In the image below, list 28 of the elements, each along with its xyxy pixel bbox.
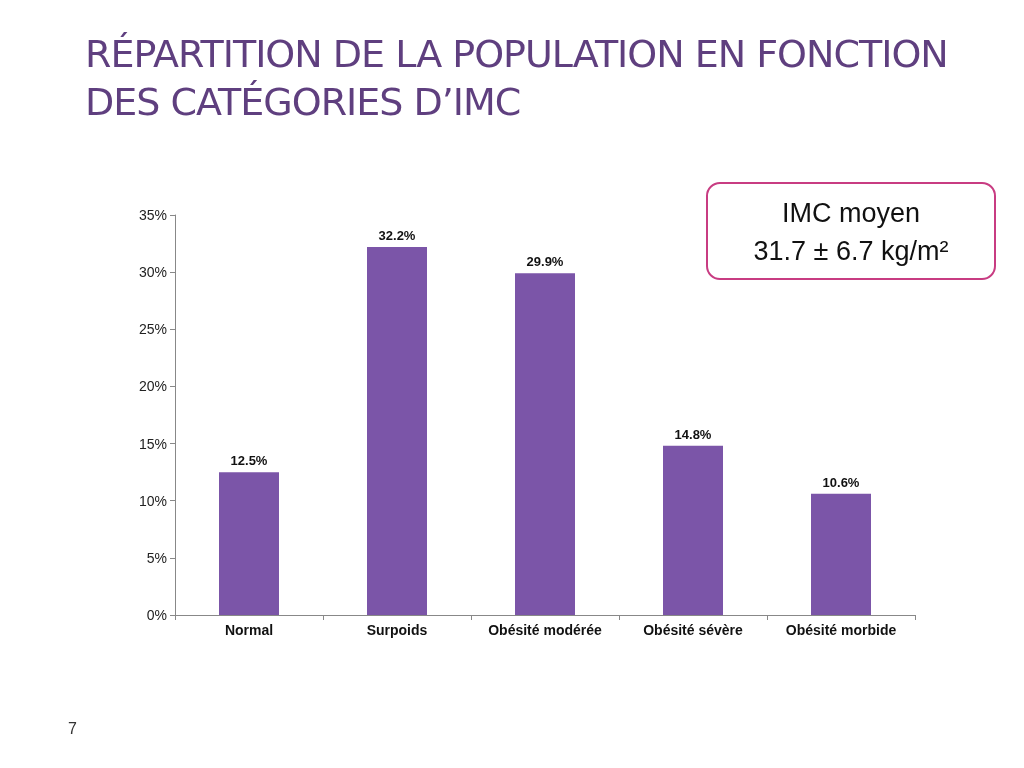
note-box: IMC moyen 31.7 ± 6.7 kg/m² (706, 182, 996, 280)
bar (367, 247, 427, 615)
x-tick-label: Obésité sévère (643, 622, 744, 638)
x-tick-label: Obésité modérée (488, 622, 603, 638)
bar (219, 472, 279, 615)
annotation: 31.7 ± 6.7 kg/m² (752, 235, 950, 268)
bar (515, 273, 575, 615)
data-label: 14.8% (674, 426, 712, 442)
chart-title: RÉPARTITION DE LA POPULATION EN FONCTION DES CATÉGORIES D’IMC (85, 31, 949, 126)
text: 7 (68, 720, 77, 738)
bar (663, 445, 723, 615)
bar (811, 493, 871, 615)
y-tick-label: 25% (138, 321, 167, 338)
x-tick-label: Normal (224, 622, 274, 638)
data-label: 12.5% (230, 453, 268, 469)
y-tick-label: 20% (138, 378, 167, 395)
y-tick-label: 30% (138, 264, 167, 281)
data-label: 10.6% (822, 474, 860, 490)
data-label: 29.9% (526, 254, 564, 270)
x-tick-label: Surpoids (366, 622, 428, 638)
x-tick-label: Obésité morbide (785, 622, 897, 638)
y-tick-label: 35% (138, 207, 167, 223)
data-label: 32.2% (378, 228, 416, 243)
y-tick-label: 0% (146, 607, 167, 623)
y-tick-label: 5% (146, 549, 167, 566)
annotation: IMC moyen (780, 197, 921, 230)
y-tick-label: 15% (138, 435, 167, 452)
y-tick-label: 10% (138, 492, 167, 509)
